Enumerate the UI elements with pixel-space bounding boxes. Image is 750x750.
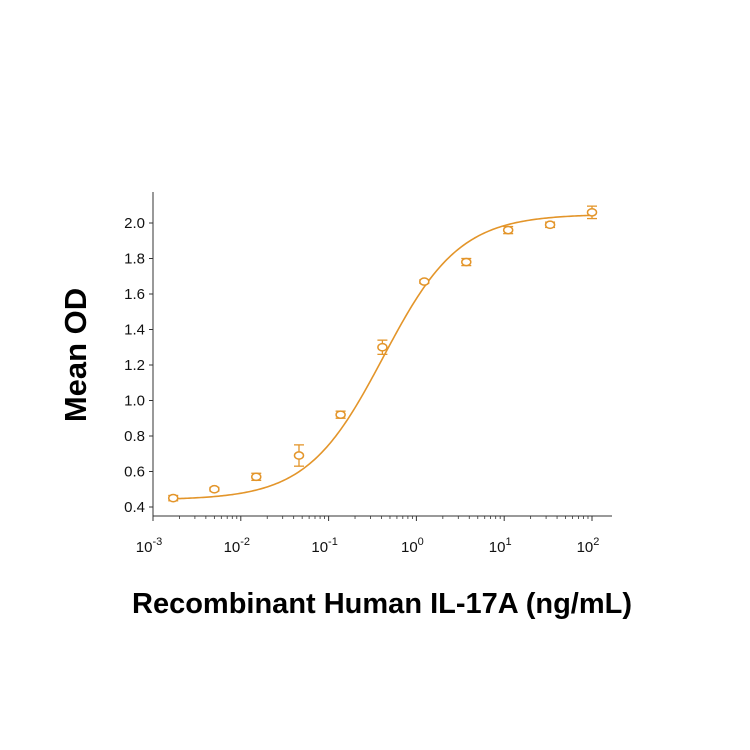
y-tick-label: 1.0 bbox=[124, 393, 145, 410]
x-tick-base: 10 bbox=[311, 539, 328, 556]
point-marker bbox=[586, 208, 598, 217]
point-marker bbox=[377, 342, 388, 352]
x-tick-label: 10-3 bbox=[136, 536, 162, 556]
point-marker bbox=[502, 225, 514, 235]
data-point bbox=[419, 277, 430, 286]
y-tick-label: 1.4 bbox=[124, 322, 145, 339]
y-ticks: 0.4 0.6 0.8 1.0 1.2 1.4 1.6 1.8 2.0 bbox=[124, 215, 153, 516]
x-tick-label: 10-2 bbox=[224, 536, 250, 556]
x-tick-base: 10 bbox=[577, 539, 594, 556]
data-point bbox=[167, 493, 179, 503]
x-tick-base: 10 bbox=[401, 539, 418, 556]
data-point bbox=[586, 205, 598, 220]
y-tick-label: 2.0 bbox=[124, 215, 145, 232]
x-axis-title: Recombinant Human IL-17A (ng/mL) bbox=[132, 588, 632, 620]
data-points bbox=[167, 205, 598, 503]
data-point bbox=[461, 257, 472, 267]
x-tick-label: 101 bbox=[489, 536, 512, 556]
data-point bbox=[251, 472, 262, 482]
x-tick-exponent: 2 bbox=[593, 536, 599, 548]
point-marker bbox=[544, 220, 556, 230]
x-tick-base: 10 bbox=[136, 539, 153, 556]
x-tick-exponent: -1 bbox=[328, 536, 338, 548]
data-point bbox=[544, 220, 556, 230]
y-tick-label: 0.6 bbox=[124, 464, 145, 481]
x-tick-label: 10-1 bbox=[311, 536, 337, 556]
data-point bbox=[377, 339, 388, 356]
data-point bbox=[209, 484, 220, 494]
x-tick-base: 10 bbox=[224, 539, 241, 556]
x-tick-exponent: 0 bbox=[418, 536, 424, 548]
x-tick-label: 100 bbox=[401, 536, 424, 556]
fit-curve bbox=[173, 214, 593, 500]
data-point bbox=[293, 444, 305, 467]
y-tick-label: 0.8 bbox=[124, 428, 145, 445]
x-tick-label: 102 bbox=[577, 536, 600, 556]
data-point bbox=[335, 410, 346, 420]
point-marker bbox=[293, 451, 305, 460]
y-tick-label: 1.6 bbox=[124, 286, 145, 303]
x-axis: 10-3 10-2 10-1 100 101 102 bbox=[136, 515, 612, 556]
x-tick-exponent: -2 bbox=[240, 536, 250, 548]
x-tick-exponent: -3 bbox=[152, 536, 162, 548]
y-axis-title: Mean OD bbox=[58, 288, 93, 422]
y-tick-label: 1.2 bbox=[124, 357, 145, 374]
x-tick-exponent: 1 bbox=[505, 536, 511, 548]
data-point bbox=[502, 225, 514, 235]
x-tick-base: 10 bbox=[489, 539, 506, 556]
point-marker bbox=[209, 484, 220, 494]
point-marker bbox=[335, 410, 346, 420]
y-tick-label: 0.4 bbox=[124, 499, 145, 516]
point-marker bbox=[461, 257, 472, 267]
y-tick-label: 1.8 bbox=[124, 251, 145, 268]
point-marker bbox=[419, 277, 430, 286]
x-ticks: 10-3 10-2 10-1 100 101 102 bbox=[136, 516, 600, 556]
point-marker bbox=[167, 493, 179, 503]
point-marker bbox=[251, 472, 262, 482]
y-axis: 0.4 0.6 0.8 1.0 1.2 1.4 1.6 1.8 2.0 bbox=[124, 192, 154, 516]
